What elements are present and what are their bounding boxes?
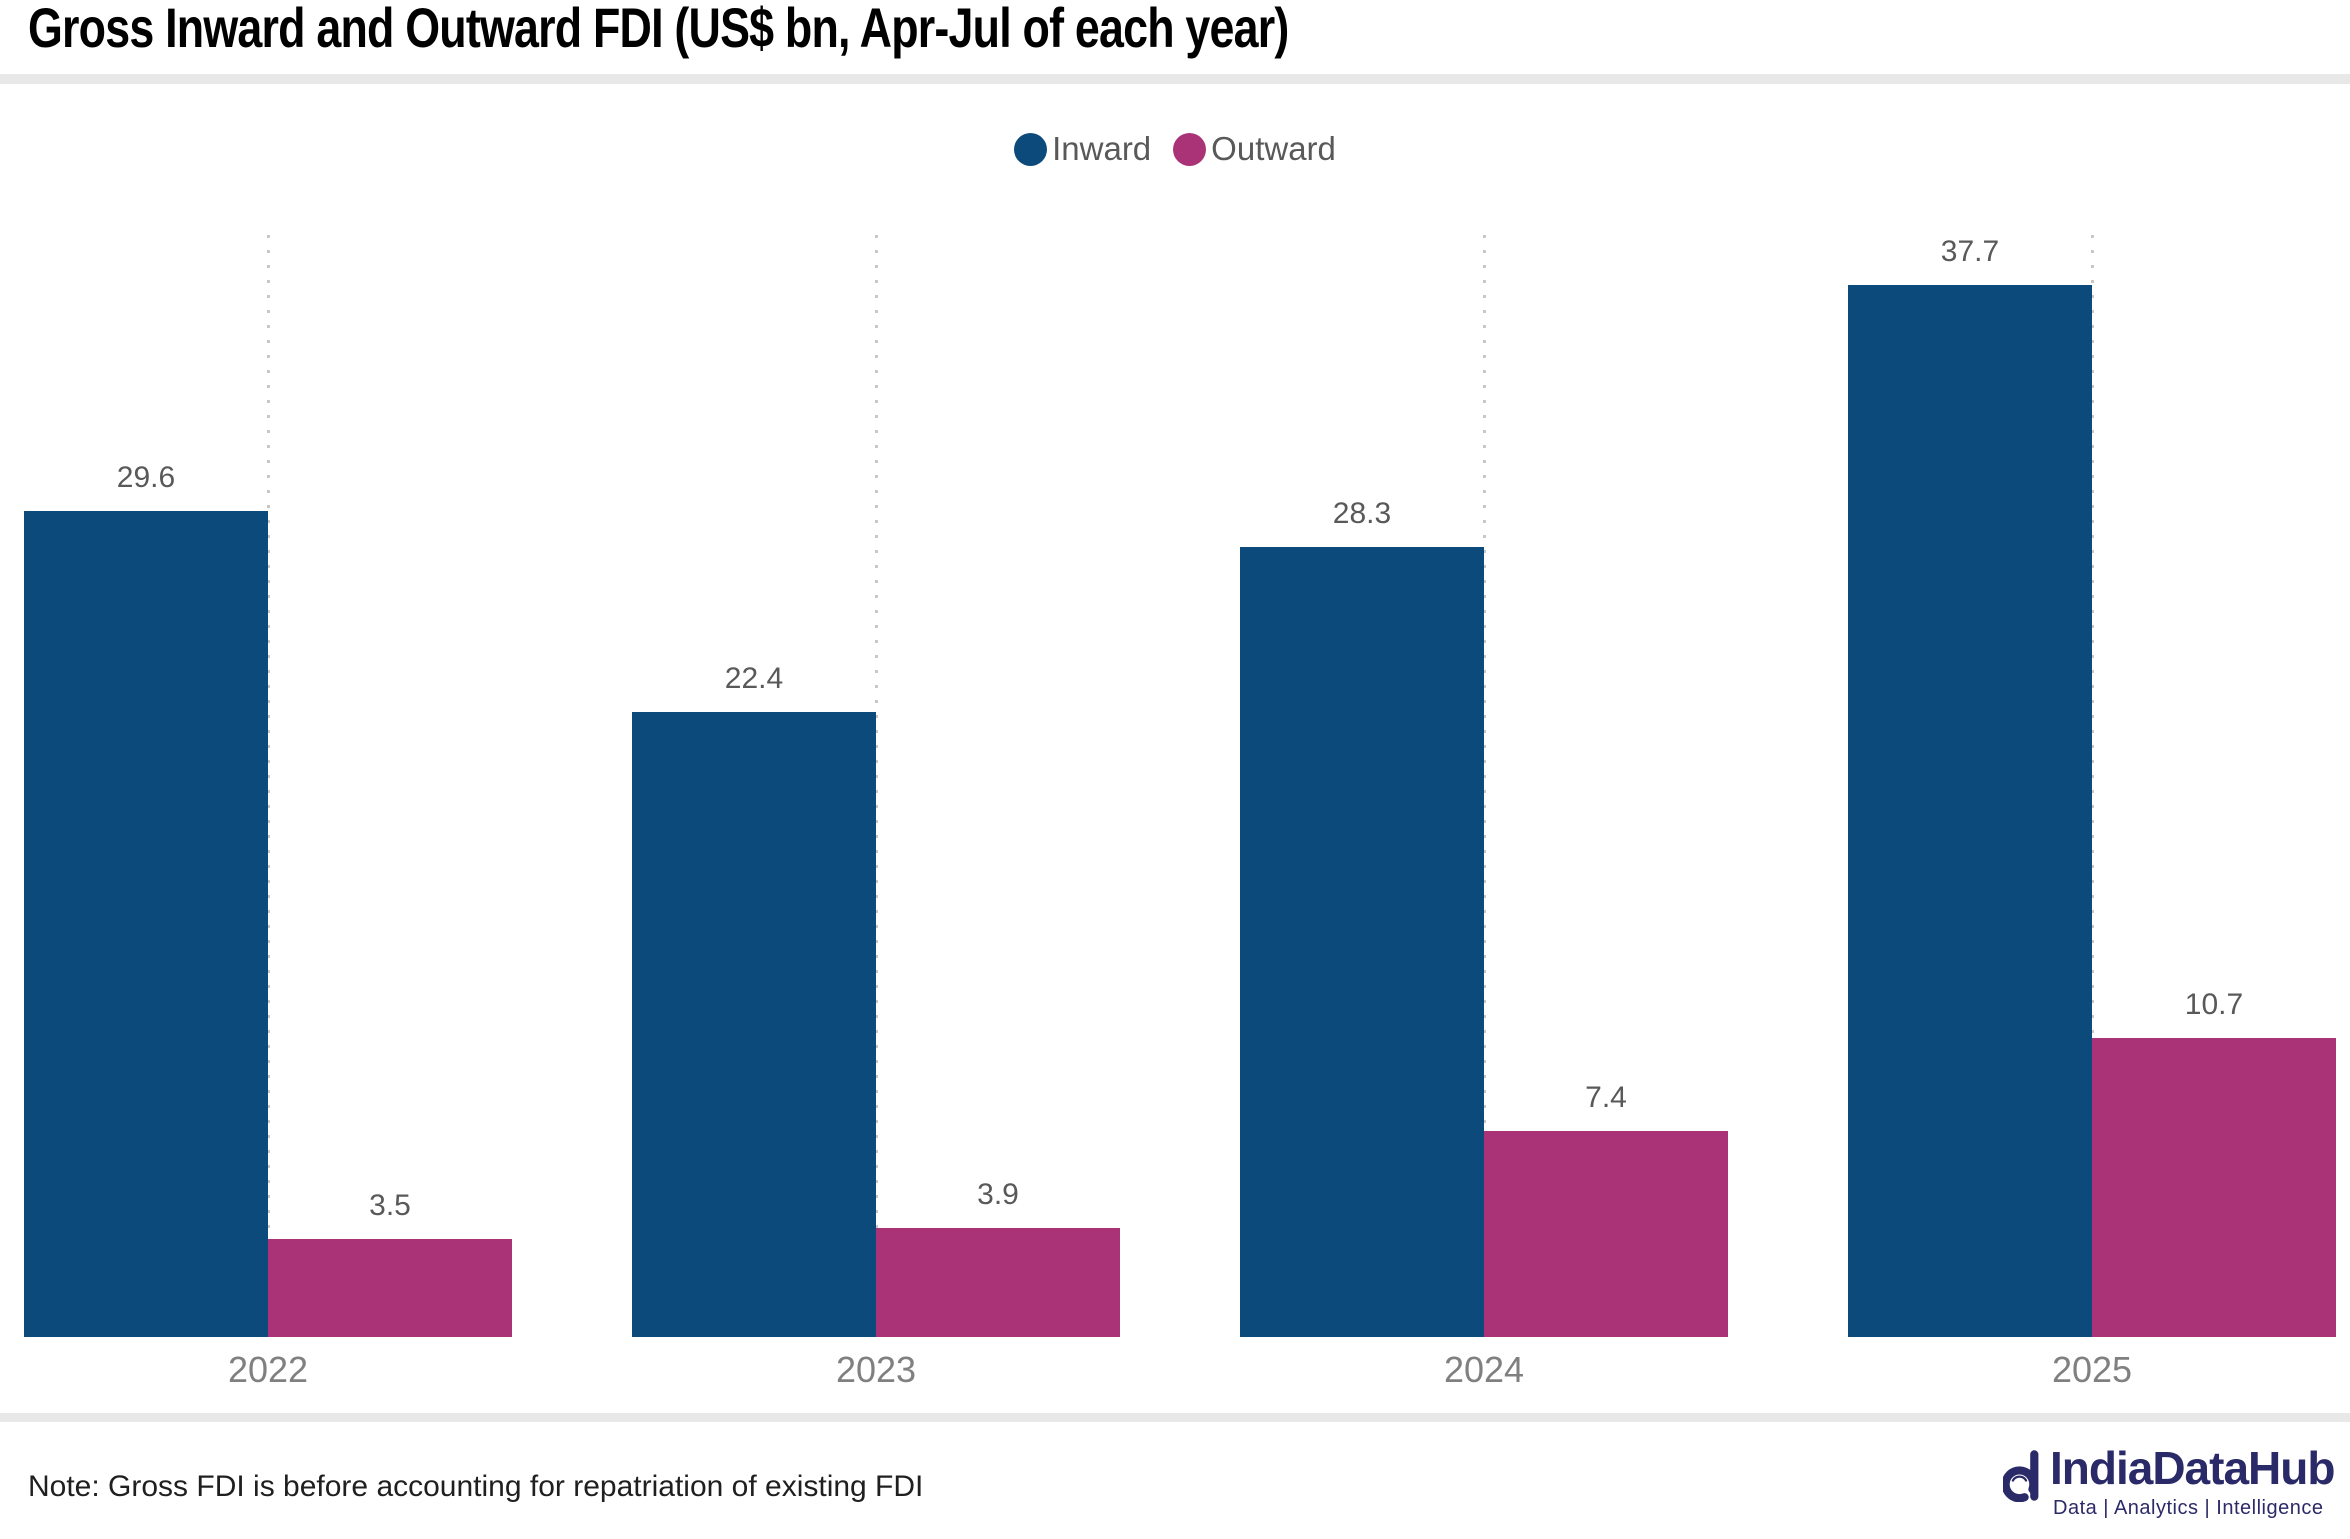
footnote: Note: Gross FDI is before accounting for…: [28, 1470, 924, 1503]
bar-outward-2024[interactable]: [1484, 1131, 1728, 1337]
bar-inward-2022[interactable]: [24, 511, 268, 1337]
value-label-inward-2023: 22.4: [724, 662, 784, 695]
chart-title: Gross Inward and Outward FDI (US$ bn, Ap…: [28, 0, 1289, 59]
bar-inward-2023[interactable]: [632, 712, 876, 1337]
value-label-outward-2022: 3.5: [369, 1189, 411, 1222]
value-label-inward-2024: 28.3: [1332, 497, 1392, 530]
value-label-inward-2025: 37.7: [1940, 235, 2000, 268]
legend-item-inward[interactable]: Inward: [1014, 131, 1151, 167]
gridline-2022: [267, 235, 270, 1343]
bar-outward-2025[interactable]: [2092, 1038, 2336, 1337]
bar-outward-2022[interactable]: [268, 1239, 512, 1337]
legend-label-inward: Inward: [1052, 130, 1152, 167]
bar-outward-2023[interactable]: [876, 1228, 1120, 1337]
x-tick-2025: 2025: [2051, 1349, 2133, 1390]
top-divider: [0, 74, 2350, 84]
gridline-2023: [875, 235, 878, 1343]
gridline-2024: [1483, 235, 1486, 1343]
legend-swatch-outward-icon: [1173, 132, 1207, 166]
x-tick-2023: 2023: [835, 1349, 917, 1390]
brand-tagline: Data | Analytics | Intelligence: [2053, 1497, 2324, 1519]
value-label-outward-2024: 7.4: [1585, 1081, 1627, 1114]
magnifier-d-icon: [2003, 1450, 2039, 1502]
bar-inward-2025[interactable]: [1848, 285, 2092, 1337]
x-tick-2022: 2022: [227, 1349, 309, 1390]
legend-label-outward: Outward: [1211, 130, 1336, 167]
value-label-outward-2025: 10.7: [2184, 988, 2244, 1021]
bar-inward-2024[interactable]: [1240, 547, 1484, 1337]
legend-item-outward[interactable]: Outward: [1173, 131, 1336, 167]
brand-logo: IndiaDataHub Data | Analytics | Intellig…: [2003, 1442, 2335, 1535]
legend: Inward Outward: [0, 131, 2350, 167]
value-label-outward-2023: 3.9: [977, 1178, 1019, 1211]
bottom-divider: [0, 1413, 2350, 1422]
value-label-inward-2022: 29.6: [116, 461, 176, 494]
gridline-2025: [2091, 235, 2094, 1343]
brand-name: IndiaDataHub: [2050, 1442, 2335, 1494]
legend-swatch-inward-icon: [1014, 132, 1048, 166]
x-tick-2024: 2024: [1443, 1349, 1525, 1390]
